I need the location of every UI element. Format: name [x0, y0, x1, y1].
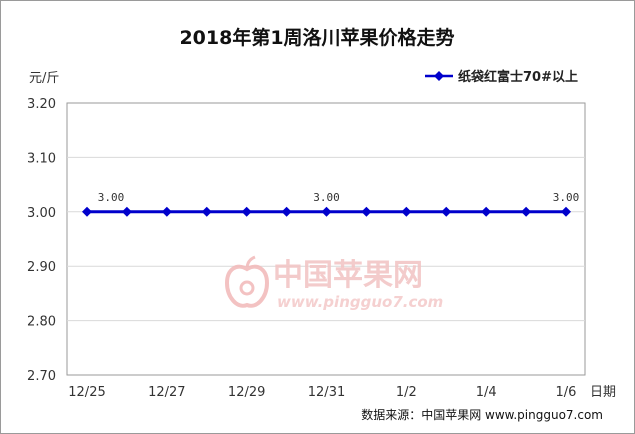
data-source-note: 数据来源：中国苹果网 www.pingguo7.com: [361, 407, 603, 422]
y-axis-ticks: 3.20 3.10 3.00 2.90 2.80 2.70: [27, 97, 56, 384]
data-value-label: 3.00: [98, 191, 125, 204]
x-tick-label: 1/6: [556, 385, 577, 400]
data-point-marker: [321, 206, 332, 217]
x-tick-label: 12/29: [228, 385, 265, 400]
x-axis-ticks: 12/25 12/27 12/29 12/31 1/2 1/4 1/6: [68, 385, 576, 400]
y-tick-label: 2.70: [27, 369, 56, 384]
y-tick-label: 3.10: [27, 151, 56, 166]
data-point-marker: [361, 206, 372, 217]
plot-area: [66, 102, 586, 376]
apple-logo-icon: [224, 255, 270, 308]
x-axis-label: 日期: [590, 385, 616, 400]
data-value-label: 3.00: [313, 191, 340, 204]
y-axis-unit-label: 元/斤: [29, 71, 59, 86]
watermark: 中国苹果网 www.pingguo7.com: [224, 255, 443, 311]
data-point-marker: [241, 206, 252, 217]
data-point-marker: [401, 206, 412, 217]
x-tick-label: 1/2: [396, 385, 417, 400]
x-tick-label: 12/27: [148, 385, 185, 400]
data-value-label: 3.00: [553, 191, 580, 204]
legend-series-label: 纸袋红富士70#以上: [458, 69, 578, 85]
y-tick-label: 2.90: [27, 260, 56, 275]
chart-title: 2018年第1周洛川苹果价格走势: [179, 26, 454, 49]
data-point-marker: [121, 206, 132, 217]
y-tick-label: 2.80: [27, 315, 56, 330]
data-point-marker: [82, 206, 92, 217]
data-point-marker: [281, 206, 292, 217]
data-point-marker: [201, 206, 212, 217]
data-point-marker: [441, 206, 452, 217]
data-point-marker: [561, 206, 571, 217]
data-point-marker: [161, 206, 172, 217]
data-labels: 3.00 3.00 3.00: [98, 191, 580, 204]
legend-diamond-marker: [434, 71, 444, 81]
data-point-marker: [481, 206, 492, 217]
x-tick-label: 12/31: [308, 385, 345, 400]
series-line: [82, 206, 571, 217]
legend: 纸袋红富士70#以上: [425, 69, 578, 85]
y-tick-label: 3.00: [27, 206, 56, 221]
y-tick-label: 3.20: [27, 97, 56, 112]
watermark-site-name: 中国苹果网: [273, 258, 423, 293]
data-point-marker: [521, 206, 532, 217]
watermark-url: www.pingguo7.com: [277, 293, 443, 311]
x-tick-label: 12/25: [68, 385, 105, 400]
x-tick-label: 1/4: [476, 385, 497, 400]
